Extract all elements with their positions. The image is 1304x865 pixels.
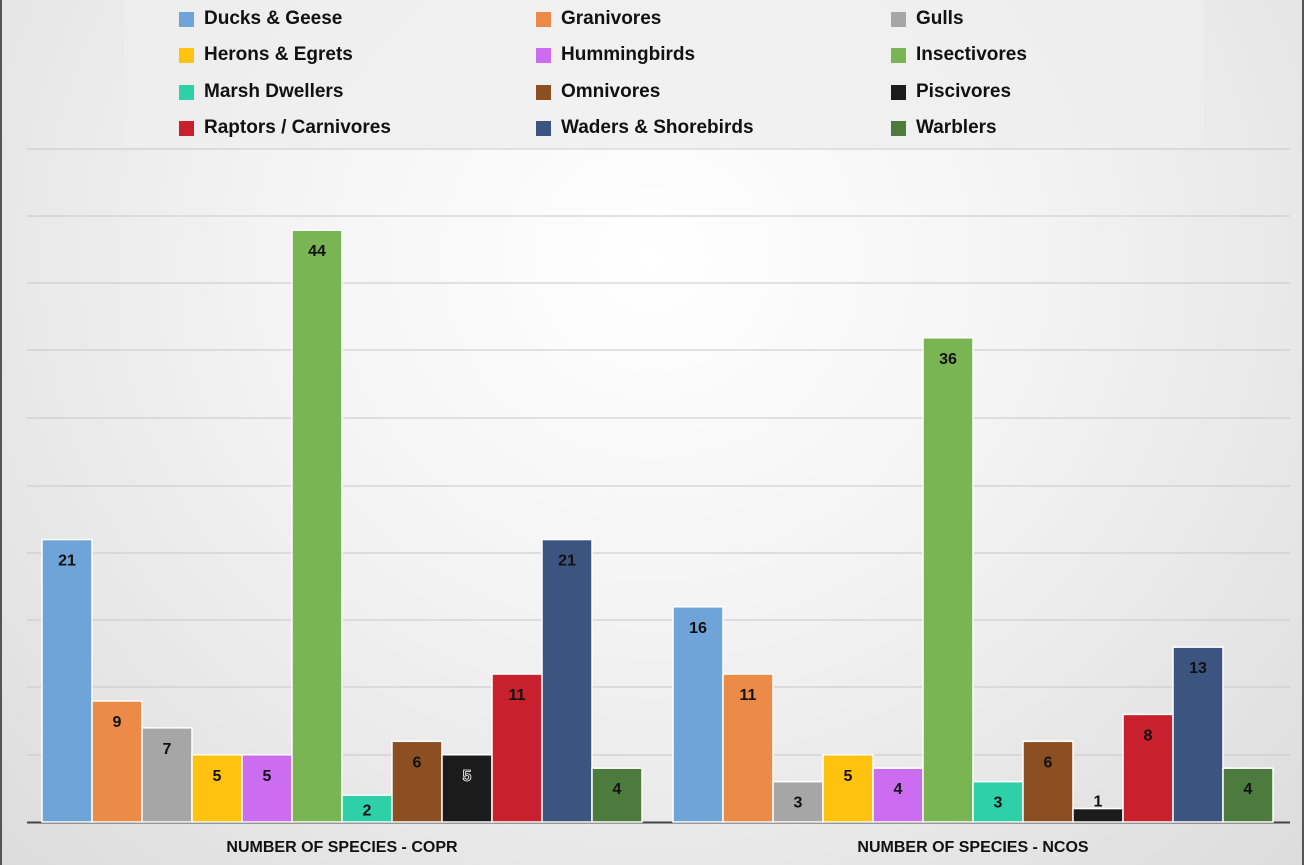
legend-item-herons-egrets: Herons & Egrets (179, 44, 353, 66)
bar-warblers-ncos (1222, 767, 1274, 823)
data-label-ducks-geese-copr: 21 (58, 553, 76, 570)
bar-granivores-ncos (722, 673, 774, 823)
legend-swatch (536, 84, 551, 100)
category-label-ncos: NUMBER OF SPECIES - NCOS (857, 839, 1088, 856)
legend-label: Raptors / Carnivores (204, 117, 391, 138)
right-border (1302, 0, 1304, 865)
bar-waders-shorebirds-ncos (1172, 646, 1224, 823)
bar-omnivores-ncos (1022, 740, 1074, 823)
bar-insectivores-copr (291, 229, 343, 823)
legend-swatch (179, 47, 194, 63)
legend-label: Omnivores (561, 81, 661, 102)
data-label-omnivores-ncos: 6 (1044, 754, 1053, 771)
data-label-omnivores-copr: 6 (413, 754, 422, 771)
bar-piscivores-copr (441, 754, 493, 823)
bar-hummingbirds-ncos (872, 767, 924, 823)
data-label-warblers-ncos: 4 (1244, 781, 1253, 798)
bar-warblers-copr (591, 767, 643, 823)
legend-swatch (179, 120, 194, 136)
legend-item-granivores: Granivores (536, 8, 661, 30)
legend-item-hummingbirds: Hummingbirds (536, 44, 695, 66)
legend-label: Piscivores (916, 81, 1012, 102)
legend-label: Marsh Dwellers (204, 81, 344, 102)
data-label-piscivores-copr: 5 (463, 768, 472, 785)
legend-label: Ducks & Geese (204, 8, 343, 29)
bar-herons-egrets-ncos (822, 754, 874, 823)
bar-hummingbirds-copr (241, 754, 293, 823)
legend-label: Granivores (561, 8, 662, 29)
legend-item-marsh-dwellers: Marsh Dwellers (179, 81, 343, 103)
legend-item-insectivores: Insectivores (891, 44, 1027, 66)
bars (41, 229, 1274, 823)
left-border (0, 0, 2, 865)
data-label-insectivores-ncos: 36 (939, 351, 957, 368)
chart-legend: Ducks & Geese Granivores Gulls Herons & Egr… (124, 0, 1204, 148)
data-label-waders-shorebirds-copr: 21 (558, 553, 576, 570)
category-label-copr: NUMBER OF SPECIES - COPR (226, 839, 458, 856)
legend-item-raptors-carnivores: Raptors / Carnivores (179, 117, 391, 139)
legend-item-piscivores: Piscivores (891, 81, 1011, 103)
legend-swatch (179, 11, 194, 27)
legend-label: Hummingbirds (561, 44, 696, 65)
bar-marsh-dwellers-copr (341, 794, 393, 823)
data-label-granivores-ncos: 11 (740, 687, 757, 704)
legend-label: Insectivores (916, 44, 1027, 65)
gridlines (27, 148, 1290, 824)
data-label-ducks-geese-ncos: 16 (689, 620, 707, 637)
legend-swatch (536, 47, 551, 63)
data-label-insectivores-copr: 44 (308, 243, 326, 260)
legend-label: Waders & Shorebirds (561, 117, 754, 138)
bar-gulls-copr (141, 727, 193, 823)
data-label-piscivores-ncos: 1 (1094, 794, 1103, 811)
bar-piscivores-ncos (1072, 807, 1124, 823)
data-label-marsh-dwellers-copr: 2 (363, 803, 372, 820)
legend-swatch (536, 120, 551, 136)
data-label-raptors-carnivores-ncos: 8 (1144, 727, 1153, 744)
bar-herons-egrets-copr (191, 754, 243, 823)
legend-swatch (179, 84, 194, 100)
data-label-herons-egrets-ncos: 5 (844, 768, 853, 785)
legend-item-waders-shorebirds: Waders & Shorebirds (536, 117, 754, 139)
legend-item-gulls: Gulls (891, 8, 964, 30)
legend-label: Warblers (916, 117, 997, 138)
bar-ducks-geese-copr (41, 538, 93, 823)
data-label-marsh-dwellers-ncos: 3 (994, 795, 1003, 812)
data-label-hummingbirds-ncos: 4 (894, 781, 903, 798)
legend-label: Gulls (916, 8, 964, 29)
legend-swatch (891, 11, 906, 27)
data-label-warblers-copr: 4 (613, 781, 622, 798)
data-label-raptors-carnivores-copr: 11 (509, 687, 526, 704)
legend-item-ducks-geese: Ducks & Geese (179, 8, 342, 30)
bar-raptors-carnivores-copr (491, 673, 543, 823)
bar-marsh-dwellers-ncos (972, 780, 1024, 823)
data-label-hummingbirds-copr: 5 (263, 768, 272, 785)
legend-swatch (891, 120, 906, 136)
category-labels: NUMBER OF SPECIES - COPR NUMBER OF SPECIE… (226, 839, 1088, 856)
legend-swatch (891, 47, 906, 63)
data-label-gulls-ncos: 3 (794, 795, 803, 812)
legend-item-warblers: Warblers (891, 117, 997, 139)
data-label-waders-shorebirds-ncos: 13 (1189, 660, 1207, 677)
bar-gulls-ncos (772, 780, 824, 823)
data-label-gulls-copr: 7 (163, 741, 172, 758)
legend-label: Herons & Egrets (204, 44, 353, 65)
data-label-granivores-copr: 9 (113, 714, 122, 731)
bar-ducks-geese-ncos (672, 606, 724, 823)
legend-swatch (536, 11, 551, 27)
bar-raptors-carnivores-ncos (1122, 713, 1174, 823)
bar-insectivores-ncos (922, 337, 974, 823)
bar-waders-shorebirds-copr (541, 538, 593, 823)
legend-swatch (891, 84, 906, 100)
data-label-herons-egrets-copr: 5 (213, 768, 222, 785)
legend-item-omnivores: Omnivores (536, 81, 660, 103)
